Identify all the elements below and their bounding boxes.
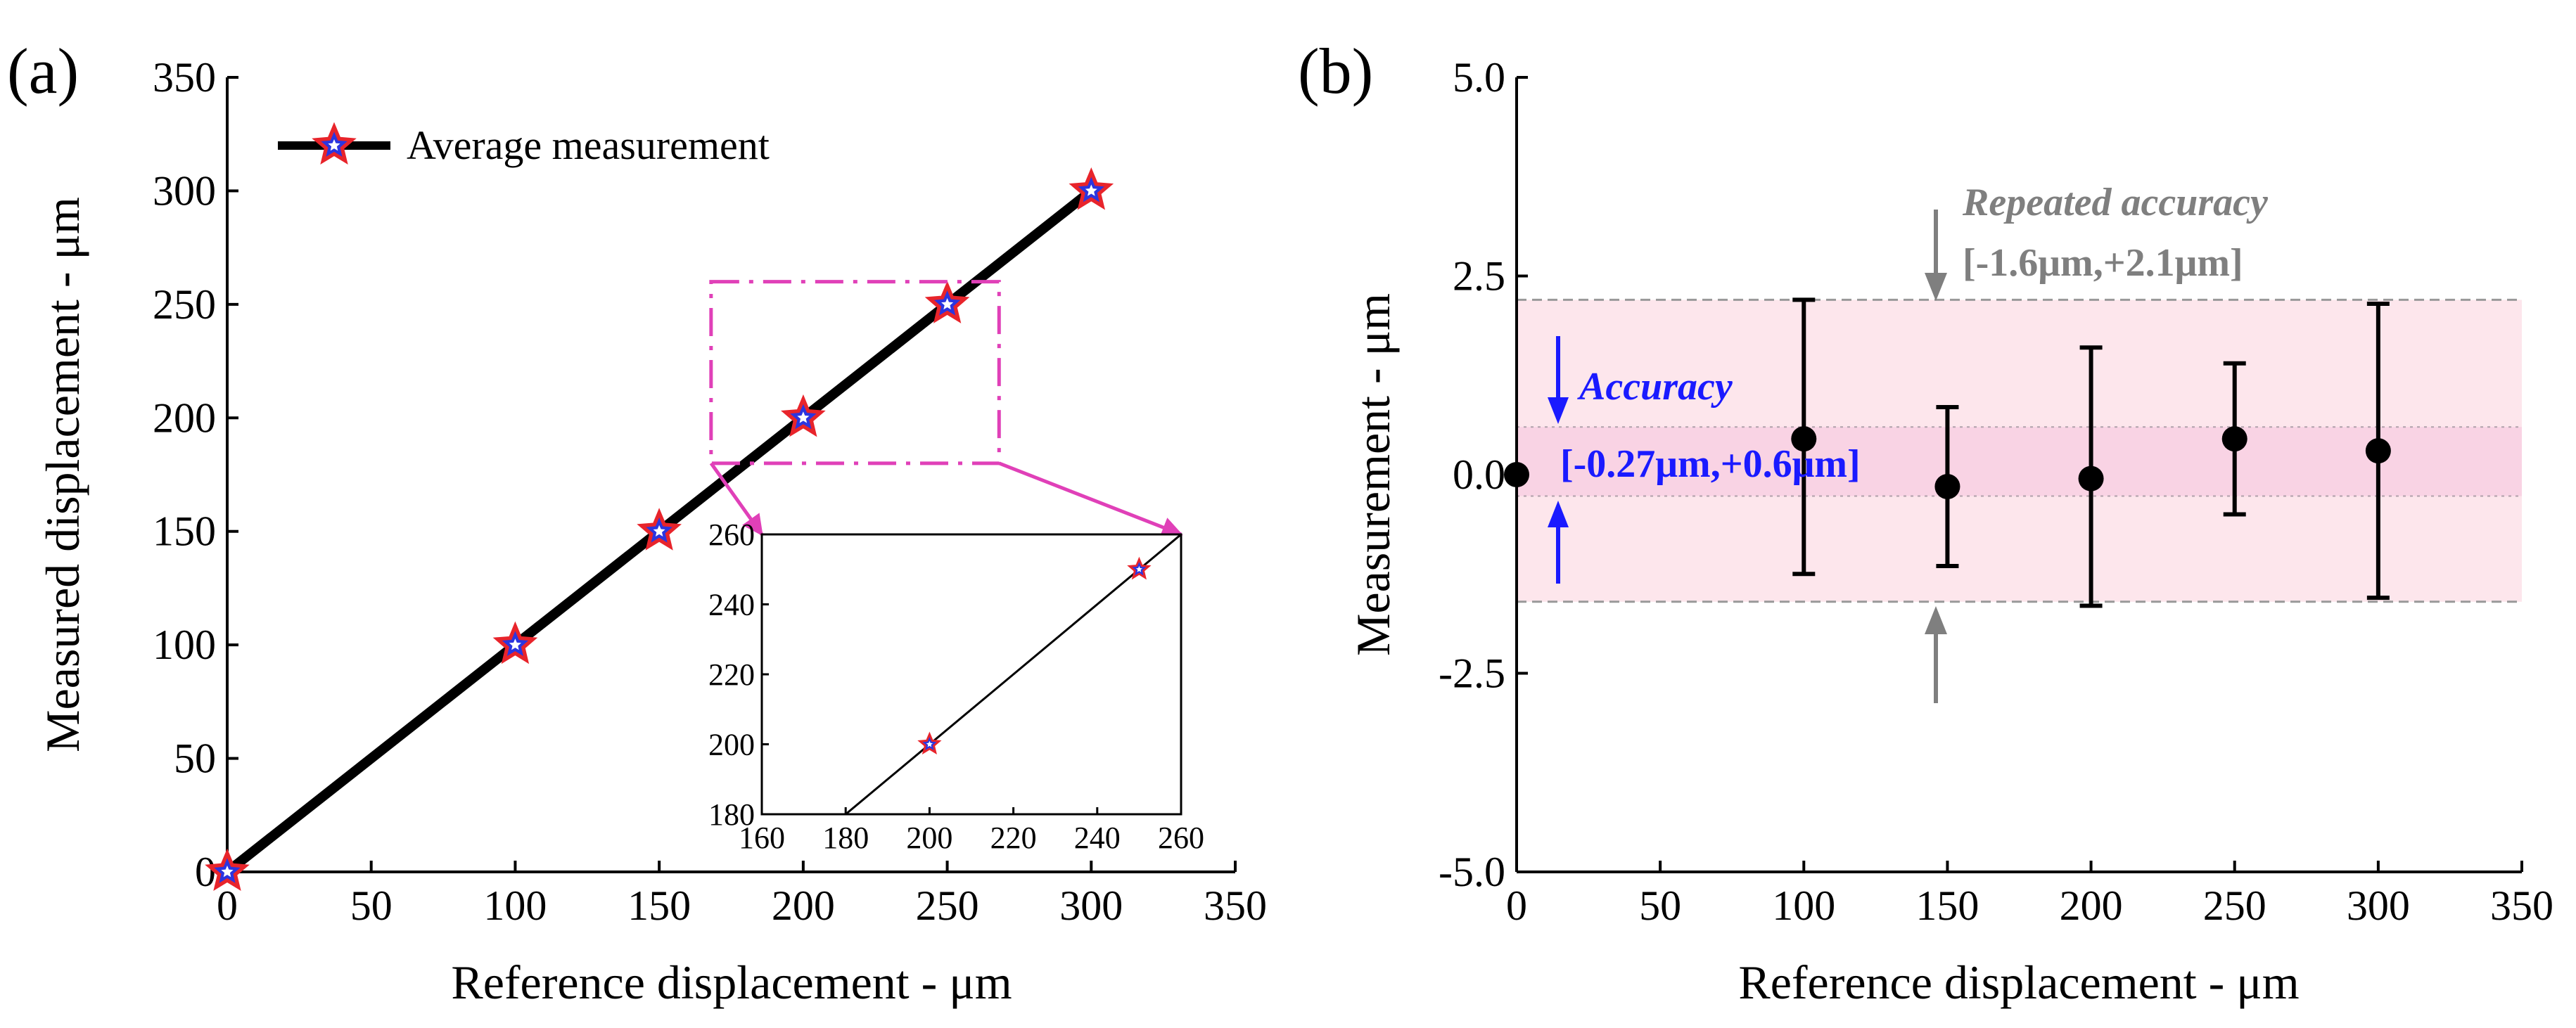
y-tick-label: 300 [153, 167, 216, 214]
y-tick-label: 50 [174, 735, 216, 782]
inset-y-tick-label: 200 [708, 728, 755, 762]
data-point-star [205, 848, 250, 892]
panel-a-zoom [709, 280, 1183, 538]
panel-a-y-ticks: 0 50 100 150 200 250 300 350 [153, 54, 238, 895]
inset-y-tick-label: 220 [708, 657, 755, 692]
y-tick-label: 0.0 [1453, 451, 1505, 498]
measurement-point [2221, 426, 2247, 452]
x-tick-label: 300 [2347, 882, 2410, 929]
inset-x-ticks: 160 180 200 220 240 260 [739, 807, 1204, 855]
y-tick-label: 200 [153, 394, 216, 441]
data-point-star [924, 281, 970, 323]
x-tick-label: 350 [2490, 882, 2553, 929]
x-tick-label: 350 [1204, 882, 1267, 929]
data-point-star [781, 394, 826, 437]
x-tick-label: 300 [1059, 882, 1123, 929]
inset-x-tick-label: 180 [822, 821, 869, 855]
panel-a-legend: Average measurement [278, 122, 770, 168]
x-tick-label: 250 [2203, 882, 2266, 929]
panel-b-x-ticks: 0 50 100 150 200 250 300 350 [1506, 861, 2553, 929]
inset-x-tick-label: 220 [990, 821, 1037, 855]
accuracy-annotation: Accuracy [-0.27μm,+0.6μm] [1548, 336, 1861, 584]
x-tick-label: 50 [1639, 882, 1681, 929]
inset-y-tick-label: 240 [708, 588, 755, 622]
accuracy-arrow-up [1548, 501, 1569, 584]
panel-a-label: (a) [7, 35, 79, 107]
accuracy-band [1517, 427, 2522, 496]
x-tick-label: 0 [1506, 882, 1527, 929]
inset-point-star [917, 731, 942, 755]
repeated-accuracy-annotation: Repeated accuracy [-1.6μm,+2.1μm] [1925, 181, 2269, 703]
measurement-point [1504, 462, 1529, 487]
panel-b-x-label: Reference displacement - μm [1738, 956, 2299, 1009]
y-tick-label: 100 [153, 622, 216, 668]
inset-frame [760, 533, 1182, 816]
y-tick-label: -2.5 [1439, 650, 1505, 697]
panel-a-y-label: Measured displacement - μm [36, 197, 89, 752]
y-tick-label: 2.5 [1453, 253, 1505, 300]
inset-x-tick-label: 240 [1074, 821, 1121, 855]
zoom-connector-left [709, 462, 764, 537]
panel-b-bands [1517, 298, 2522, 603]
average-measurement-line [224, 186, 1095, 876]
x-tick-label: 0 [217, 882, 238, 929]
measurement-point [2078, 465, 2104, 491]
panel-b-y-label: Measurement - μm [1346, 293, 1400, 656]
x-tick-label: 150 [1915, 882, 1979, 929]
panel-a-series [205, 167, 1114, 892]
repeated-accuracy-arrow-down [1925, 210, 1947, 301]
x-tick-label: 200 [2060, 882, 2123, 929]
x-tick-label: 100 [1772, 882, 1835, 929]
inset-point-star [1127, 556, 1152, 580]
inset-x-tick-label: 260 [1158, 821, 1204, 855]
inset-y-ticks: 180 200 220 240 260 [708, 518, 769, 832]
measurement-point [1791, 426, 1817, 452]
accuracy-range: [-0.27μm,+0.6μm] [1560, 442, 1861, 486]
x-tick-label: 100 [483, 882, 547, 929]
y-tick-label: 5.0 [1453, 54, 1505, 101]
y-tick-label: -5.0 [1439, 849, 1505, 895]
panel-b-plot: 0 50 100 150 200 250 300 350 -5.0 -2.5 0.0 2.5 5.0 [1439, 54, 2553, 929]
y-tick-label: 0 [195, 849, 216, 895]
legend-label: Average measurement [407, 122, 770, 168]
repeated-accuracy-arrow-up [1925, 606, 1947, 703]
panel-b-label: (b) [1298, 35, 1373, 107]
measurement-point [1934, 473, 1960, 499]
inset-x-tick-label: 200 [906, 821, 952, 855]
repeated-accuracy-range: [-1.6μm,+2.1μm] [1963, 241, 2243, 285]
x-tick-label: 50 [350, 882, 393, 929]
repeated-accuracy-title: Repeated accuracy [1962, 181, 2269, 224]
zoom-connector-right [998, 461, 1183, 538]
inset-y-tick-label: 260 [708, 518, 755, 552]
x-tick-label: 150 [627, 882, 691, 929]
legend-star-marker [312, 122, 357, 165]
data-point-star [492, 621, 538, 664]
y-tick-label: 250 [153, 281, 216, 328]
data-point-star [637, 508, 682, 551]
accuracy-title: Accuracy [1577, 365, 1733, 409]
legend-star [312, 122, 357, 165]
inset-series [845, 533, 1182, 816]
x-tick-label: 200 [772, 882, 835, 929]
panel-a-x-ticks: 0 50 100 150 200 250 300 350 [217, 861, 1267, 929]
inset-x-tick-label: 160 [739, 821, 785, 855]
panel-a-x-label: Reference displacement - μm [451, 956, 1012, 1009]
y-tick-label: 350 [153, 54, 216, 101]
inset-y-tick-label: 180 [708, 797, 755, 832]
panel-b-series [1504, 297, 2391, 608]
panel-a-plot: 0 50 100 150 200 250 300 350 0 50 100 150 200 250 300… [153, 54, 1267, 929]
x-tick-label: 250 [916, 882, 979, 929]
panel-b-y-ticks: -5.0 -2.5 0.0 2.5 5.0 [1439, 54, 1528, 895]
data-point-star [1069, 167, 1114, 210]
y-tick-label: 150 [153, 508, 216, 555]
accuracy-arrow-down [1548, 336, 1569, 424]
inset-line [845, 533, 1182, 816]
zoom-region-box [709, 280, 1001, 465]
measurement-point [2365, 438, 2391, 464]
